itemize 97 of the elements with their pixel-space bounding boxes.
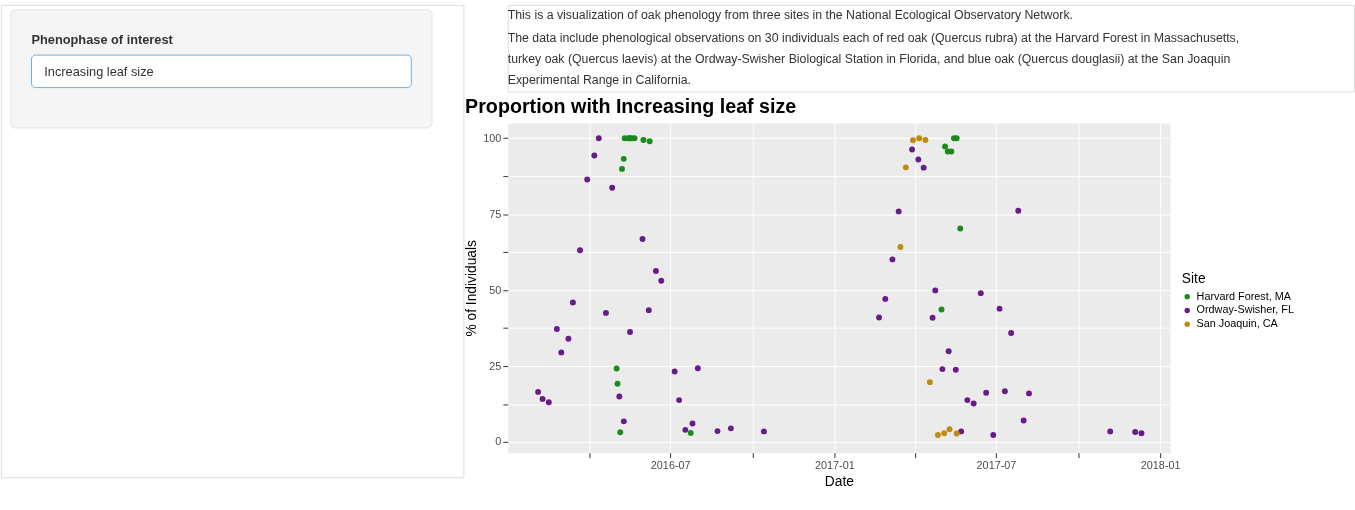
point (935, 432, 941, 438)
point (977, 290, 984, 297)
y-tick-label: 100 (483, 131, 502, 144)
point (613, 365, 620, 372)
point (983, 389, 990, 396)
point (915, 156, 922, 163)
point (957, 225, 964, 232)
point (970, 400, 977, 407)
y-axis-title: % of Individuals (464, 240, 480, 337)
point (941, 430, 948, 437)
point (545, 399, 552, 406)
point (760, 428, 767, 435)
point (958, 428, 965, 435)
point (627, 329, 633, 335)
point (897, 244, 904, 250)
point (620, 418, 627, 425)
point (617, 429, 624, 436)
y-tick-label: 25 (489, 359, 502, 372)
x-tick-label: 2017-01 (815, 458, 855, 471)
point (996, 305, 1003, 312)
point (569, 299, 576, 306)
point (1008, 330, 1015, 336)
point (671, 368, 678, 375)
y-tick-label: 50 (489, 283, 502, 296)
point (948, 148, 955, 155)
x-axis-title: Date (824, 473, 855, 489)
point (1020, 417, 1027, 424)
point (1107, 428, 1114, 435)
point (946, 426, 953, 433)
point (714, 428, 721, 435)
point (658, 277, 665, 284)
y-tick-label: 0 (495, 435, 502, 448)
point (616, 393, 623, 400)
point (584, 176, 591, 183)
point (895, 208, 902, 215)
point (1132, 429, 1139, 435)
point (609, 184, 616, 191)
point (539, 395, 546, 402)
point (876, 314, 882, 321)
point (952, 366, 959, 373)
point (926, 379, 933, 386)
point (953, 430, 960, 437)
point (909, 146, 916, 153)
text: Increasing leaf size (44, 63, 154, 79)
point (553, 326, 560, 332)
point (1015, 207, 1022, 214)
text: This is a visualization of oak phenology from three sites in the National Ecological Observatory Network. (507, 7, 1074, 22)
point (652, 268, 659, 274)
point (591, 152, 598, 159)
point (694, 365, 701, 372)
point (939, 366, 946, 373)
point (990, 432, 997, 438)
point (565, 335, 572, 342)
text: San Joaquin, CA (1196, 317, 1279, 330)
y-tick-label: 75 (489, 207, 502, 220)
point (682, 426, 689, 433)
point (639, 236, 646, 243)
point (577, 247, 583, 254)
point (922, 137, 929, 143)
legend-title: Site (1181, 271, 1206, 287)
point (676, 397, 683, 404)
point (882, 295, 889, 302)
point (558, 349, 565, 356)
point (920, 164, 927, 171)
point (916, 135, 923, 142)
point (619, 165, 625, 172)
point (902, 164, 909, 171)
point (614, 380, 621, 387)
point (727, 425, 734, 432)
point (640, 137, 647, 143)
point (1026, 390, 1032, 397)
chart-title: Proportion with Increasing leaf size (465, 95, 797, 118)
point (687, 429, 694, 436)
point (646, 138, 653, 145)
point (942, 143, 949, 150)
x-tick-label: 2018-01 (1140, 458, 1181, 471)
x-tick-label: 2017-07 (976, 458, 1017, 471)
point (889, 256, 896, 263)
point (945, 348, 952, 355)
x-tick-label: 2016-07 (650, 458, 691, 471)
text: Phenophase of interest (31, 32, 174, 48)
point (535, 388, 542, 395)
point (602, 309, 609, 316)
point (595, 135, 602, 142)
text: Ordway-Swisher, FL (1196, 303, 1294, 316)
point (645, 307, 652, 314)
point (929, 314, 936, 321)
point (1001, 388, 1008, 395)
point (932, 287, 939, 294)
point (689, 420, 696, 427)
point (620, 155, 627, 162)
text: Harvard Forest, MA (1196, 289, 1292, 302)
point (938, 306, 945, 313)
text: The data include phenological observations on 30 individuals each of red oak (Quercus rubra) at the Harvard Forest in Massachusetts, turkey oak (Quercus laevis) at the Ordway-Swisher Biological Station in Florida, and blue oak (Quercus douglasii) at the San Joaquin Experimental Range in California. (507, 31, 1240, 87)
point (910, 137, 916, 144)
point (1138, 430, 1145, 437)
point (964, 397, 971, 404)
